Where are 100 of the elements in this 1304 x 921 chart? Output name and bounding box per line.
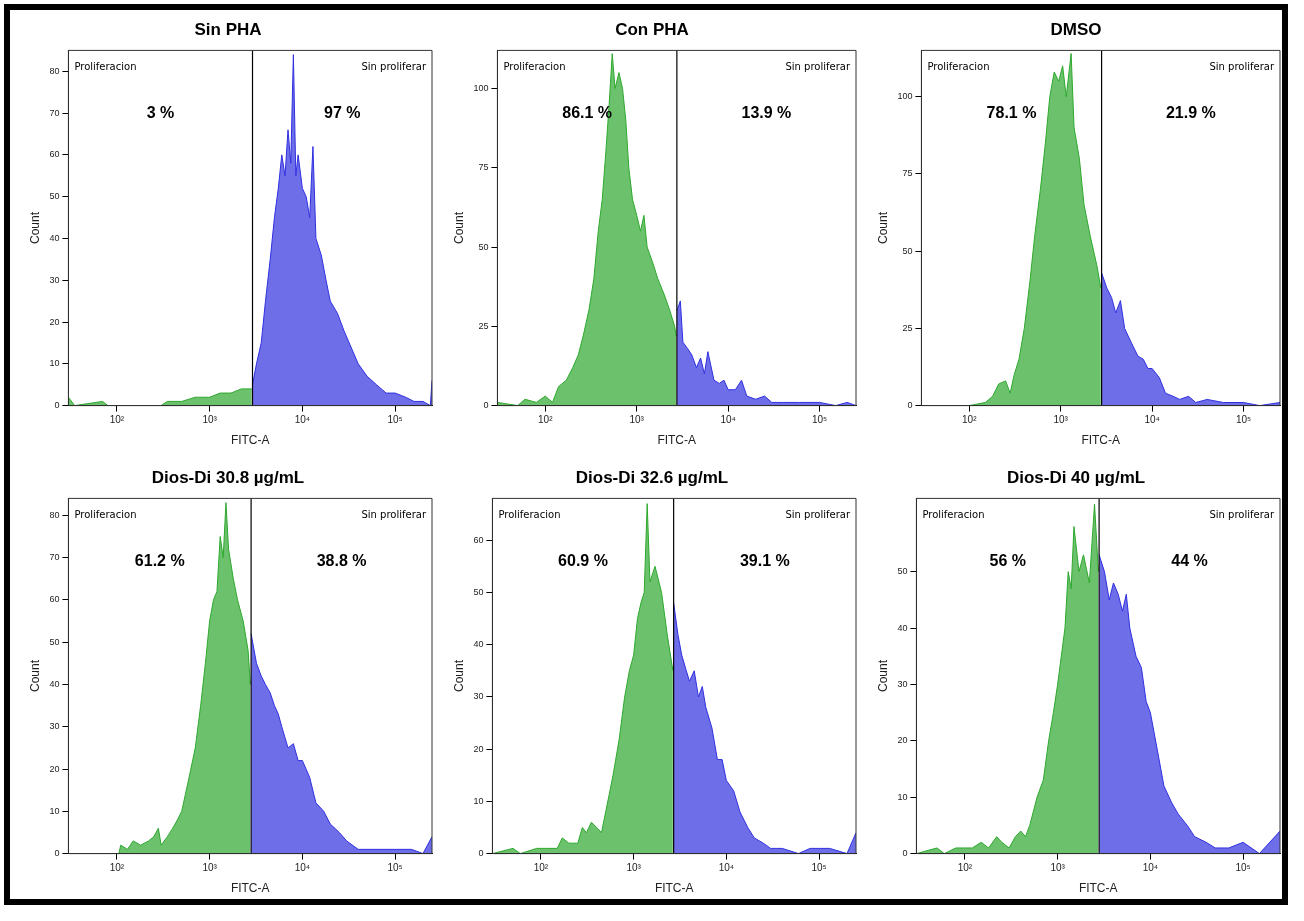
- x-tick-label: 10³: [202, 414, 218, 426]
- x-tick-label: 10²: [533, 862, 549, 874]
- y-tick-label: 70: [49, 107, 60, 118]
- y-tick-label: 10: [49, 805, 60, 816]
- y-tick-label: 40: [49, 678, 60, 689]
- x-tick-label: 10³: [1050, 862, 1066, 874]
- annotation: 61.2 %: [134, 552, 185, 570]
- y-tick-label: 60: [473, 534, 484, 545]
- x-axis-title: FITC-A: [230, 881, 270, 896]
- chart-title: Con PHA: [615, 19, 689, 39]
- x-axis-title: FITC-A: [1081, 433, 1121, 448]
- x-tick-label: 10⁵: [811, 414, 828, 426]
- y-tick-label: 10: [49, 358, 60, 369]
- annotation: Sin proliferar: [785, 61, 851, 73]
- y-tick-label: 40: [49, 232, 60, 243]
- y-tick-label: 0: [907, 400, 913, 411]
- y-tick-label: 30: [49, 274, 60, 285]
- chart-title: DMSO: [1050, 19, 1102, 39]
- x-axis-title: FITC-A: [654, 881, 694, 896]
- chart-title: Sin PHA: [194, 19, 262, 39]
- y-tick-label: 50: [902, 245, 913, 256]
- y-axis-title: Count: [875, 211, 890, 245]
- y-tick-label: 20: [49, 763, 60, 774]
- annotation: Sin proliferar: [361, 509, 427, 521]
- y-tick-label: 0: [478, 848, 484, 859]
- y-tick-label: 10: [473, 795, 484, 806]
- y-tick-label: 50: [49, 636, 60, 647]
- y-tick-label: 75: [478, 162, 489, 173]
- y-axis-title: Count: [875, 659, 890, 693]
- annotation: 56 %: [989, 552, 1026, 570]
- y-tick-label: 0: [54, 400, 60, 411]
- annotation: Sin proliferar: [361, 61, 427, 73]
- annotation: 60.9 %: [558, 552, 608, 570]
- chart-title: Dios-Di 30.8 µg/mL: [151, 467, 305, 487]
- x-tick-label: 10²: [957, 862, 973, 874]
- x-tick-label: 10⁴: [1144, 414, 1160, 426]
- y-tick-label: 100: [473, 82, 489, 93]
- y-tick-label: 10: [897, 791, 908, 802]
- x-tick-label: 10³: [1053, 414, 1069, 426]
- annotation: Proliferacion: [498, 509, 561, 521]
- x-tick-label: 10⁴: [294, 862, 311, 874]
- y-tick-label: 20: [473, 743, 484, 754]
- y-tick-label: 40: [473, 639, 484, 650]
- annotation: Proliferacion: [927, 61, 990, 73]
- x-tick-label: 10⁴: [720, 414, 736, 426]
- y-tick-label: 30: [897, 678, 908, 689]
- y-tick-label: 50: [473, 586, 484, 597]
- annotation: Proliferacion: [74, 509, 137, 521]
- annotation: Sin proliferar: [1209, 509, 1275, 521]
- y-tick-label: 20: [49, 316, 60, 327]
- y-tick-label: 80: [49, 509, 60, 520]
- x-tick-label: 10⁵: [1235, 862, 1251, 874]
- x-tick-label: 10²: [109, 414, 125, 426]
- annotation: 13.9 %: [741, 104, 792, 122]
- y-tick-label: 60: [49, 149, 60, 160]
- y-tick-label: 30: [49, 721, 60, 732]
- annotation: 97 %: [324, 104, 361, 122]
- y-tick-label: 0: [54, 848, 60, 859]
- annotation: 38.8 %: [316, 552, 367, 570]
- x-tick-label: 10⁴: [718, 862, 735, 874]
- y-tick-label: 30: [473, 691, 484, 702]
- annotation: Proliferacion: [74, 61, 137, 73]
- y-tick-label: 25: [902, 322, 913, 333]
- y-tick-label: 75: [902, 168, 913, 179]
- annotation: 39.1 %: [739, 552, 790, 570]
- x-tick-label: 10⁴: [294, 414, 311, 426]
- x-tick-label: 10⁵: [387, 862, 403, 874]
- x-axis-title: FITC-A: [230, 433, 270, 448]
- annotation: Proliferacion: [503, 61, 566, 73]
- y-tick-label: 40: [897, 622, 908, 633]
- x-tick-label: 10³: [629, 414, 645, 426]
- y-tick-label: 50: [897, 566, 908, 577]
- y-axis-title: Count: [451, 659, 466, 693]
- annotation: 21.9 %: [1165, 104, 1216, 122]
- x-axis-title: FITC-A: [1078, 881, 1118, 896]
- y-tick-label: 50: [478, 241, 489, 252]
- annotation: Proliferacion: [922, 509, 985, 521]
- y-tick-label: 50: [49, 191, 60, 202]
- x-tick-label: 10³: [202, 862, 218, 874]
- x-tick-label: 10²: [962, 414, 978, 426]
- x-axis-title: FITC-A: [657, 433, 697, 448]
- y-axis-title: Count: [27, 211, 42, 245]
- annotation: 78.1 %: [986, 104, 1037, 122]
- y-tick-label: 0: [483, 400, 489, 411]
- x-tick-label: 10²: [538, 414, 554, 426]
- y-tick-label: 100: [897, 91, 913, 102]
- y-tick-label: 80: [49, 65, 60, 76]
- chart-title: Dios-Di 32.6 µg/mL: [575, 467, 729, 487]
- x-tick-label: 10⁴: [1142, 862, 1159, 874]
- x-tick-label: 10⁵: [387, 414, 403, 426]
- chart-title: Dios-Di 40 µg/mL: [1006, 467, 1146, 487]
- x-tick-label: 10⁵: [811, 862, 827, 874]
- annotation: 3 %: [146, 104, 175, 122]
- annotation: Sin proliferar: [785, 509, 851, 521]
- x-tick-label: 10³: [626, 862, 642, 874]
- x-tick-label: 10⁵: [1235, 414, 1252, 426]
- y-axis-title: Count: [27, 659, 42, 693]
- y-tick-label: 0: [902, 848, 908, 859]
- x-tick-label: 10²: [109, 862, 125, 874]
- annotation: 44 %: [1171, 552, 1208, 570]
